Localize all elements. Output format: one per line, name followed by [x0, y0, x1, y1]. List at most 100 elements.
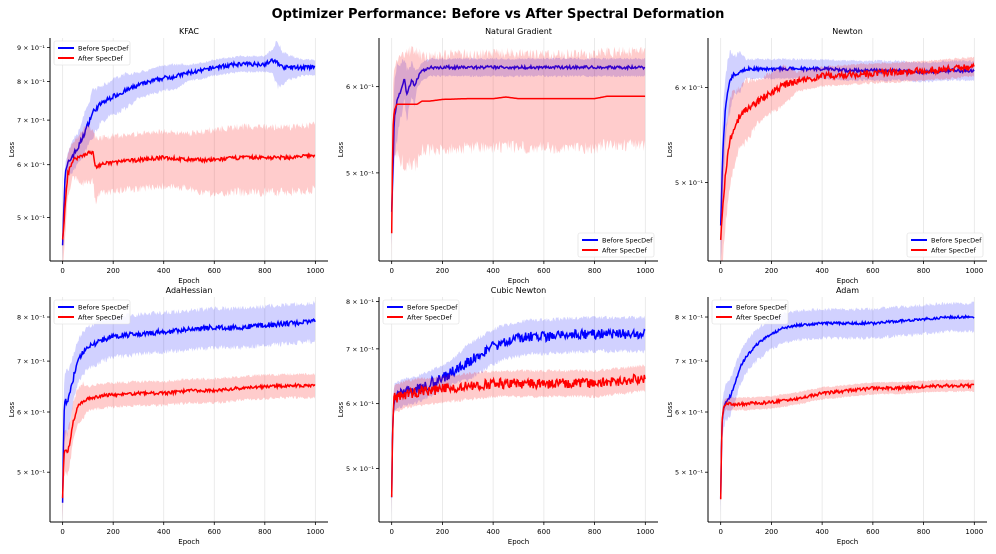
- chart-panel: 0 200 400 600 800 1000 5 × 10⁻¹ 6 × 10⁻¹ 7 × 10⁻…: [8, 286, 328, 546]
- x-tick-label: 200: [436, 267, 449, 275]
- chart-panel: 0 200 400 600 800 1000 5 × 10⁻¹ 6 × 10⁻¹ 7 × 10⁻…: [8, 27, 328, 285]
- series-band: [391, 46, 646, 261]
- x-tick-label: 200: [106, 267, 119, 275]
- series-line: [719, 382, 975, 500]
- series-line: [61, 382, 316, 499]
- x-tick-label: 800: [588, 528, 601, 536]
- x-tick-label: 1000: [636, 267, 654, 275]
- series-band: [391, 57, 646, 245]
- series-line: [390, 95, 646, 234]
- y-tick-label: 9 × 10⁻¹: [17, 44, 45, 52]
- x-tick-label: 600: [537, 267, 550, 275]
- x-tick-label: 0: [389, 267, 393, 275]
- x-tick-label: 0: [60, 267, 64, 275]
- series-band: [391, 364, 646, 515]
- y-axis-label: Loss: [666, 401, 674, 417]
- y-axis-label: Loss: [8, 401, 16, 417]
- x-tick-label: 600: [208, 267, 221, 275]
- y-tick-label: 5 × 10⁻¹: [675, 469, 703, 477]
- x-axis-label: Epoch: [837, 538, 858, 546]
- y-tick-label: 6 × 10⁻¹: [17, 409, 45, 417]
- x-tick-label: 400: [157, 267, 170, 275]
- y-tick-label: 5 × 10⁻¹: [17, 469, 45, 477]
- panel-title: AdaHessian: [166, 286, 213, 295]
- chart-panel: 0 200 400 600 800 1000 5 × 10⁻¹ 6 × 10⁻¹ 7 × 10⁻…: [337, 286, 658, 546]
- series-band: [62, 121, 316, 261]
- y-axis-label: Loss: [666, 141, 674, 157]
- chart-panel: 0 200 400 600 800 1000 5 × 10⁻¹ 6 × 10⁻¹ Newton E…: [666, 27, 987, 285]
- x-tick-label: 800: [917, 528, 930, 536]
- x-tick-label: 0: [718, 528, 722, 536]
- series-line: [390, 327, 646, 498]
- x-tick-label: 600: [208, 528, 221, 536]
- series-line: [61, 317, 316, 503]
- y-tick-label: 8 × 10⁻¹: [675, 314, 703, 322]
- series-band: [391, 315, 646, 518]
- x-axis-label: Epoch: [178, 538, 199, 546]
- y-tick-label: 5 × 10⁻¹: [346, 465, 374, 473]
- series-band: [62, 40, 316, 261]
- x-tick-label: 1000: [965, 267, 983, 275]
- legend-label: After SpecDef: [602, 247, 648, 255]
- y-axis-label: Loss: [8, 141, 16, 157]
- figure-title: Optimizer Performance: Before vs After S…: [271, 7, 725, 22]
- panel-title: Newton: [832, 27, 863, 36]
- chart-panel: 0 200 400 600 800 1000 5 × 10⁻¹ 6 × 10⁻¹ Natural…: [337, 27, 658, 285]
- series-band: [720, 56, 975, 261]
- legend-label: Before SpecDef: [78, 304, 129, 312]
- y-tick-label: 7 × 10⁻¹: [17, 358, 45, 366]
- series-line: [390, 373, 646, 498]
- x-tick-label: 200: [765, 267, 778, 275]
- panel-title: Natural Gradient: [485, 27, 552, 36]
- legend-label: After SpecDef: [931, 247, 977, 255]
- legend-label: After SpecDef: [78, 314, 124, 322]
- x-tick-label: 400: [157, 528, 170, 536]
- legend: Before SpecDef After SpecDef: [53, 299, 131, 325]
- legend-label: After SpecDef: [407, 314, 453, 322]
- series-band: [720, 379, 975, 508]
- x-axis-label: Epoch: [508, 538, 529, 546]
- series-line: [390, 63, 646, 212]
- series-band: [720, 301, 975, 515]
- x-tick-label: 200: [765, 528, 778, 536]
- legend: Before SpecDef After SpecDef: [577, 232, 655, 258]
- x-tick-label: 200: [436, 528, 449, 536]
- y-tick-label: 6 × 10⁻¹: [346, 83, 374, 91]
- x-axis-label: Epoch: [508, 277, 529, 285]
- x-tick-label: 200: [106, 528, 119, 536]
- x-tick-label: 1000: [965, 528, 983, 536]
- chart-panel: 0 200 400 600 800 1000 5 × 10⁻¹ 6 × 10⁻¹ 7 × 10⁻…: [666, 286, 987, 546]
- x-tick-label: 1000: [636, 528, 654, 536]
- x-tick-label: 600: [866, 528, 879, 536]
- y-tick-label: 5 × 10⁻¹: [346, 169, 374, 177]
- y-tick-label: 5 × 10⁻¹: [675, 179, 703, 187]
- y-tick-label: 7 × 10⁻¹: [346, 345, 374, 353]
- y-tick-label: 6 × 10⁻¹: [675, 409, 703, 417]
- x-tick-label: 600: [537, 528, 550, 536]
- legend-label: Before SpecDef: [407, 304, 458, 312]
- series-line: [719, 62, 975, 240]
- y-tick-label: 8 × 10⁻¹: [17, 78, 45, 86]
- x-tick-label: 800: [258, 267, 271, 275]
- legend: Before SpecDef After SpecDef: [711, 299, 789, 325]
- y-tick-label: 7 × 10⁻¹: [17, 117, 45, 125]
- series-band: [62, 372, 316, 522]
- series-line: [61, 58, 316, 246]
- y-tick-label: 7 × 10⁻¹: [675, 358, 703, 366]
- legend: Before SpecDef After SpecDef: [53, 40, 131, 66]
- legend-label: Before SpecDef: [736, 304, 787, 312]
- x-axis-label: Epoch: [837, 277, 858, 285]
- x-tick-label: 800: [258, 528, 271, 536]
- y-axis-label: Loss: [337, 141, 345, 157]
- x-tick-label: 600: [866, 267, 879, 275]
- legend: Before SpecDef After SpecDef: [906, 232, 984, 258]
- panel-title: Adam: [836, 286, 859, 295]
- legend: Before SpecDef After SpecDef: [382, 299, 460, 325]
- y-tick-label: 6 × 10⁻¹: [346, 400, 374, 408]
- series-line: [61, 150, 316, 240]
- y-tick-label: 6 × 10⁻¹: [675, 84, 703, 92]
- panel-title: Cubic Newton: [491, 286, 546, 295]
- x-tick-label: 800: [917, 267, 930, 275]
